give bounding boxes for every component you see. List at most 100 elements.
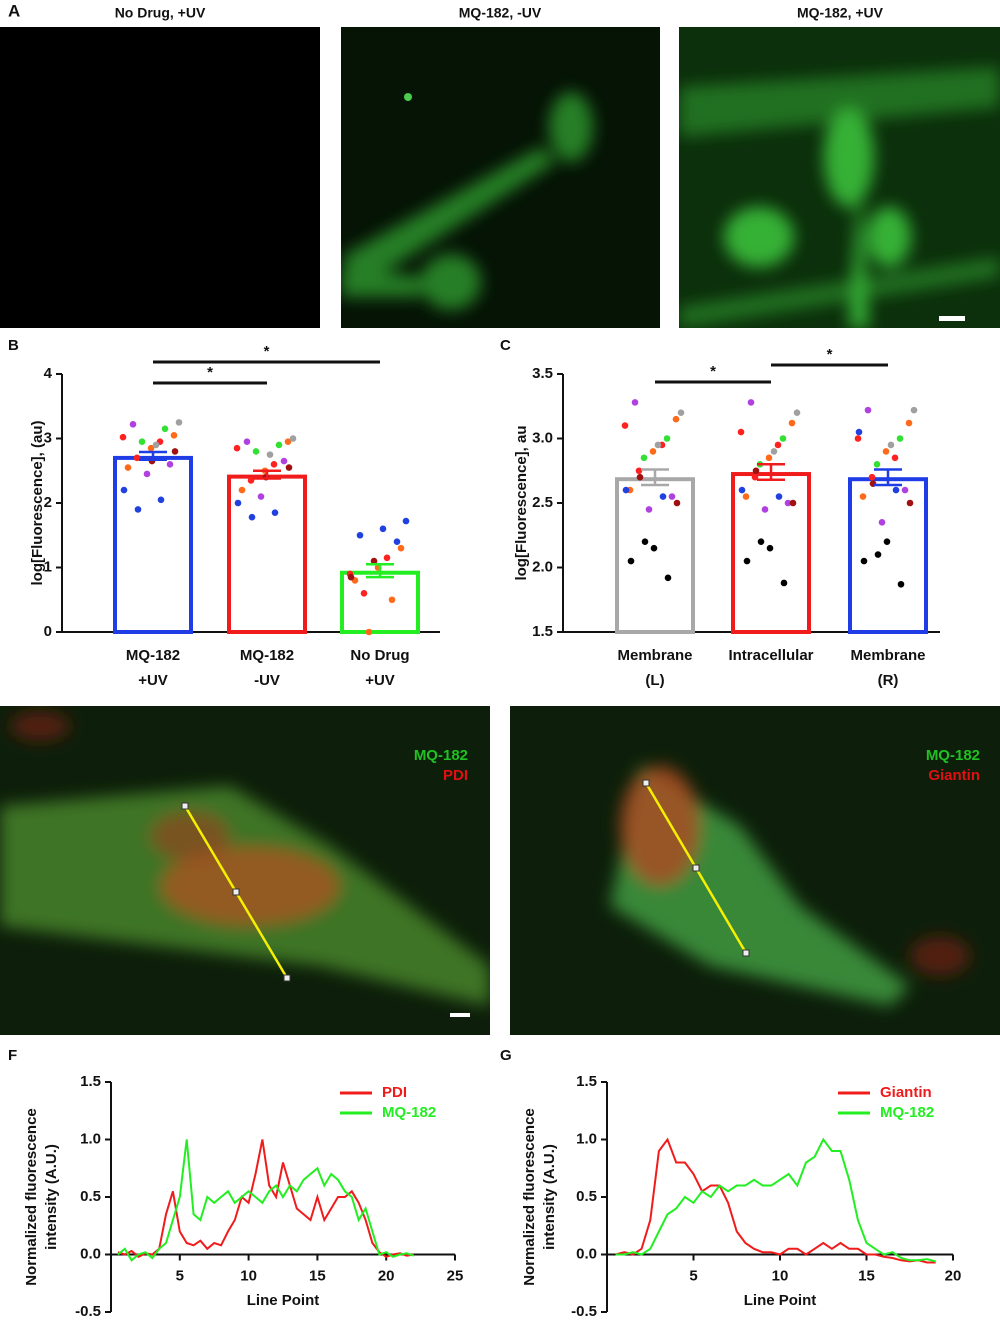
data-dot	[873, 461, 881, 468]
micrograph	[0, 706, 490, 1035]
data-dot	[143, 470, 151, 478]
data-dot	[743, 557, 751, 565]
image-title: MQ-182, +UV	[797, 5, 884, 21]
y-tick-label: 1.5	[532, 623, 553, 640]
data-dot	[622, 486, 630, 494]
y-tick-label: 1.5	[80, 1073, 101, 1090]
y-tick-label: 1.0	[576, 1130, 597, 1147]
data-dot	[649, 448, 657, 455]
data-dot	[664, 574, 672, 582]
data-dot	[248, 513, 256, 521]
y-tick-label: 0.5	[80, 1188, 101, 1205]
data-dot	[780, 579, 788, 587]
data-dot	[779, 435, 787, 442]
data-dot	[752, 467, 760, 475]
data-dot	[855, 428, 863, 436]
data-dot	[892, 486, 900, 494]
data-dot	[645, 506, 653, 513]
data-dot	[770, 448, 778, 455]
image-title: No Drug, +UV	[115, 5, 206, 21]
significance-label: *	[710, 363, 716, 380]
data-dot	[175, 419, 183, 426]
y-axis-label: intensity (A.U.)	[43, 1144, 60, 1250]
data-dot	[793, 409, 801, 417]
y-tick-label: -0.5	[571, 1303, 597, 1320]
data-dot	[124, 464, 132, 471]
data-dot	[152, 441, 160, 449]
data-dot	[166, 461, 174, 468]
data-dot	[280, 457, 288, 465]
line-series	[117, 1139, 414, 1258]
legend-label: MQ-182	[880, 1104, 934, 1121]
y-tick-label: 0	[44, 623, 52, 640]
panel-label: G	[500, 1047, 512, 1064]
data-dot	[659, 493, 667, 500]
data-dot	[379, 525, 387, 533]
legend-label: PDI	[382, 1084, 407, 1101]
y-tick-label: 1.0	[80, 1130, 101, 1147]
y-tick-label: 1.5	[576, 1073, 597, 1090]
data-dot	[788, 419, 796, 427]
x-tick-label: MQ-182	[240, 647, 294, 664]
line-series	[117, 1139, 415, 1262]
x-tick-label: Membrane	[850, 647, 925, 664]
data-dot	[238, 486, 246, 494]
data-dot	[129, 421, 137, 428]
data-dot	[650, 544, 658, 552]
data-dot	[397, 544, 405, 552]
data-dot	[761, 506, 769, 513]
data-dot	[636, 473, 644, 481]
y-axis-label: intensity (A.U.)	[541, 1144, 558, 1250]
bar	[113, 455, 193, 635]
error-bar	[641, 468, 669, 487]
y-tick-label: 4	[44, 365, 53, 382]
data-dot	[120, 486, 128, 494]
panel-label: F	[8, 1047, 17, 1064]
x-tick-label: +UV	[365, 672, 395, 689]
data-dot	[285, 464, 293, 471]
x-tick-label: Membrane	[617, 647, 692, 664]
data-dot	[347, 573, 355, 581]
x-tick-label: 5	[176, 1267, 184, 1284]
x-axis-label: Line Point	[744, 1292, 817, 1309]
data-dot	[393, 538, 401, 545]
x-tick-label: No Drug	[350, 647, 409, 664]
data-dot	[234, 499, 242, 507]
significance-label: *	[207, 364, 213, 381]
data-dot	[774, 441, 782, 449]
data-dot	[883, 538, 891, 545]
bar	[615, 477, 695, 635]
y-tick-label: 0.0	[576, 1245, 597, 1262]
panel-label: C	[500, 337, 511, 354]
data-dot	[663, 435, 671, 442]
data-dot	[910, 406, 918, 414]
y-tick-label: 2.5	[532, 494, 553, 511]
x-tick-label: MQ-182	[126, 647, 180, 664]
data-dot	[284, 438, 292, 446]
data-dot	[738, 486, 746, 494]
data-dot	[860, 557, 868, 565]
data-dot	[640, 454, 648, 462]
data-dot	[854, 435, 862, 442]
micrograph	[510, 706, 1000, 1035]
data-dot	[289, 435, 297, 442]
data-dot	[641, 538, 649, 545]
data-dot	[271, 509, 279, 516]
data-dot	[275, 441, 283, 449]
data-dot	[757, 538, 765, 545]
line-series	[615, 1137, 936, 1263]
data-dot	[257, 493, 265, 500]
micrograph	[0, 27, 320, 328]
legend-label: Giantin	[880, 1084, 932, 1101]
x-tick-label: +UV	[138, 672, 168, 689]
image-title: MQ-182, -UV	[459, 5, 542, 21]
data-dot	[765, 454, 773, 462]
x-tick-label: (L)	[645, 672, 664, 689]
data-dot	[901, 486, 909, 494]
y-tick-label: 2.0	[532, 558, 553, 575]
data-dot	[402, 517, 410, 525]
error-bar	[139, 450, 167, 462]
micrograph	[341, 27, 660, 328]
y-axis-label: log[Fluorescence], au	[513, 425, 530, 580]
data-dot	[270, 461, 278, 468]
